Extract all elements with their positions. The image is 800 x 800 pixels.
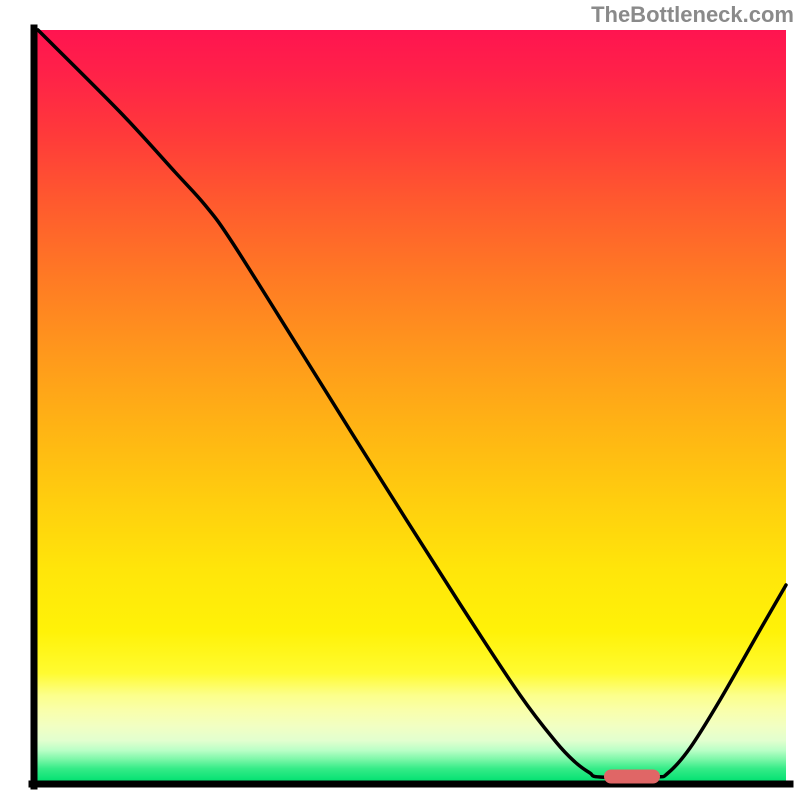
optimal-range-marker: [604, 770, 660, 784]
watermark-text: TheBottleneck.com: [591, 2, 794, 28]
bottleneck-curve-chart: [0, 0, 800, 800]
chart-container: { "watermark": { "text": "TheBottleneck.…: [0, 0, 800, 800]
